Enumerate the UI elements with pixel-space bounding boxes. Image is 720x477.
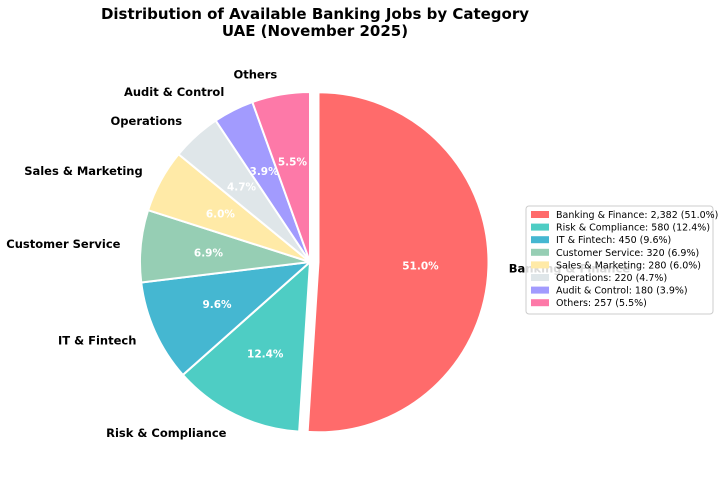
legend-swatch-operations (531, 274, 549, 281)
legend-swatch-it-and-fintech (531, 236, 549, 244)
legend-swatch-others (531, 299, 549, 307)
percent-label-banking-and-finance: 51.0% (402, 261, 439, 273)
pie-slices (139, 90, 490, 434)
pie-slice-others (251, 90, 311, 263)
legend-label-others: Others: 257 (5.5%) (556, 298, 647, 309)
legend-label-sales-and-marketing: Sales & Marketing: 280 (6.0%) (556, 260, 701, 271)
percent-label-sales-and-marketing: 6.0% (206, 208, 236, 220)
legend-label-banking-and-finance: Banking & Finance: 2,382 (51.0%) (556, 210, 718, 221)
legend-label-operations: Operations: 220 (4.7%) (556, 273, 667, 284)
legend-label-audit-and-control: Audit & Control: 180 (3.9%) (556, 286, 688, 297)
legend-swatch-customer-service (531, 248, 549, 256)
category-label-others: Others (233, 67, 277, 81)
category-label-operations: Operations (111, 114, 183, 128)
category-label-it-and-fintech: IT & Fintech (58, 333, 136, 347)
pie-slice-it-and-fintech (140, 260, 314, 377)
legend-swatch-audit-and-control (531, 286, 549, 294)
percent-label-others: 5.5% (278, 157, 308, 169)
chart-title-line2: UAE (November 2025) (222, 22, 408, 40)
percent-label-customer-service: 6.9% (194, 247, 224, 259)
pie-slice-banking-and-finance (306, 91, 490, 434)
percent-label-audit-and-control: 3.9% (250, 166, 280, 178)
legend-items: Banking & Finance: 2,382 (51.0%) Risk & C… (531, 210, 718, 309)
category-label-customer-service: Customer Service (6, 237, 120, 251)
percent-labels: 51.0% 12.4% 9.6% 6.9% 6.0% 4.7% 3.9%5.5% (194, 157, 439, 361)
legend-label-customer-service: Customer Service: 320 (6.9%) (556, 248, 699, 259)
legend-frame (525, 205, 714, 315)
percent-label-risk-and-compliance: 12.4% (247, 349, 284, 361)
legend-swatch-sales-and-marketing (531, 261, 549, 269)
chart-title-line1: Distribution of Available Banking Jobs b… (101, 5, 529, 23)
legend-label-risk-and-compliance: Risk & Compliance: 580 (12.4%) (556, 223, 710, 234)
percent-label-operations: 4.7% (227, 181, 257, 193)
legend: Banking & Finance: 2,382 (51.0%) Risk & C… (525, 205, 718, 315)
category-label-audit-and-control: Audit & Control (124, 85, 224, 99)
legend-swatch-banking-and-finance (531, 211, 549, 218)
category-label-sales-and-marketing: Sales & Marketing (24, 164, 143, 178)
category-label-risk-and-compliance: Risk & Compliance (106, 426, 227, 440)
legend-label-it-and-fintech: IT & Fintech: 450 (9.6%) (556, 235, 671, 246)
percent-label-it-and-fintech: 9.6% (202, 299, 232, 311)
legend-swatch-risk-and-compliance (531, 223, 549, 231)
pie-slice-risk-and-compliance (181, 259, 312, 433)
